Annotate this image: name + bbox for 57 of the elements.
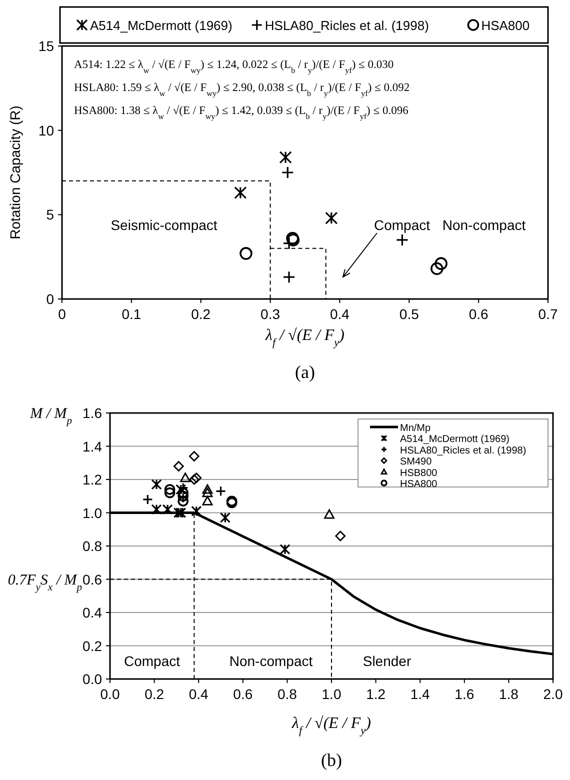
y-tick-label: 10 [38,122,54,138]
y-tick-label: 0.6 [82,571,102,588]
annotation: Non-compact [442,217,526,233]
x-tick-label: 0.6 [233,686,253,702]
annotation: Non-compact [229,653,313,669]
legend-label: SM490 [400,456,432,468]
legend-label: HSLA80_Ricles et al. (1998) [264,18,429,33]
x-tick-label: 0 [58,306,66,322]
x-tick-label: 0.2 [191,306,211,322]
x-tick-label: 0.8 [277,686,298,702]
x-tick-label: 0.2 [144,686,164,702]
legend-label: HSA800 [400,479,438,490]
x-tick-label: 0.7 [538,306,558,322]
y-tick-label: 0.0 [82,671,102,687]
y-axis-title: Rotation Capacity (R) [7,106,23,240]
text: HSA800: 1.38 ≤ λ$_{w}$ / √(E / F$_{wy}$) ≤ 1.42, 0.039 ≤ (L$_{b}$ / r$_{y}$)/(E / F$_{yf}$) ≤ 0.096 [74,105,408,120]
y-tick-label: 1.0 [82,504,102,521]
legend-label: HSLA80_Ricles et al. (1998) [400,445,526,456]
x-tick-label: 1.6 [454,686,474,702]
text: A514: 1.22 ≤ λ$_{w}$ / √(E / F$_{wy}$) ≤ 1.24, 0.022 ≤ (L$_{b}$ / r$_{y}$)/(E / F$_{yf}$) ≤ 0.030 [74,59,394,74]
y-axis-title: M / M$_{p}$ [29,406,72,426]
y-tick-label: 0.8 [82,538,102,554]
y-tick-label: 1.2 [82,472,102,488]
annotation: Slender [362,653,412,669]
text: (a) [295,362,315,382]
x-tick-label: 1.2 [366,686,386,702]
y-tick-label: 1.4 [82,438,102,454]
x-tick-label: 0.3 [260,306,280,322]
y-tick-label: 1.6 [82,405,102,421]
y-tick-label: 15 [38,38,54,54]
x-tick-label: 0.4 [188,686,209,702]
x-tick-label: 0.4 [330,306,350,322]
y-tick-label: 0.2 [82,638,102,654]
text: (b) [321,750,342,770]
x-axis-title: λ$_{f}$ / √(E / F$_{y}$) [291,715,371,737]
x-axis-title: λ$_{f}$ / √(E / F$_{y}$) [264,327,344,349]
annotation: 0.7F$_{y}$S$_{x}$ / M$_{p}$ [8,572,82,593]
annotation: Compact [124,653,180,669]
legend-label: Mn/Mp [400,423,431,434]
x-tick-label: 1.8 [498,686,519,702]
y-tick-label: 0 [46,291,54,307]
text: HSLA80: 1.59 ≤ λ$_{w}$ / √(E / F$_{wy}$) ≤ 2.90, 0.038 ≤ (L$_{b}$ / r$_{y}$)/(E / F$_{yf}$) ≤ 0.092 [74,82,410,98]
y-tick-label: 0.4 [82,604,102,620]
legend-label: A514_McDermott (1969) [400,434,510,446]
x-tick-label: 0.1 [122,306,142,322]
legend-label: A514_McDermott (1969) [90,18,232,33]
x-tick-label: 1.0 [322,686,342,702]
x-tick-label: 2.0 [543,686,563,702]
annotation: Seismic-compact [110,217,218,233]
y-tick-label: 5 [46,206,54,223]
x-tick-label: 0.5 [399,306,420,322]
legend-label: HSB800 [400,468,438,479]
x-tick-label: 0.0 [100,686,120,702]
legend-label: HSA800 [481,18,530,33]
x-tick-label: 1.4 [410,686,430,702]
x-tick-label: 0.6 [468,306,489,322]
annotation: Compact [374,217,430,233]
